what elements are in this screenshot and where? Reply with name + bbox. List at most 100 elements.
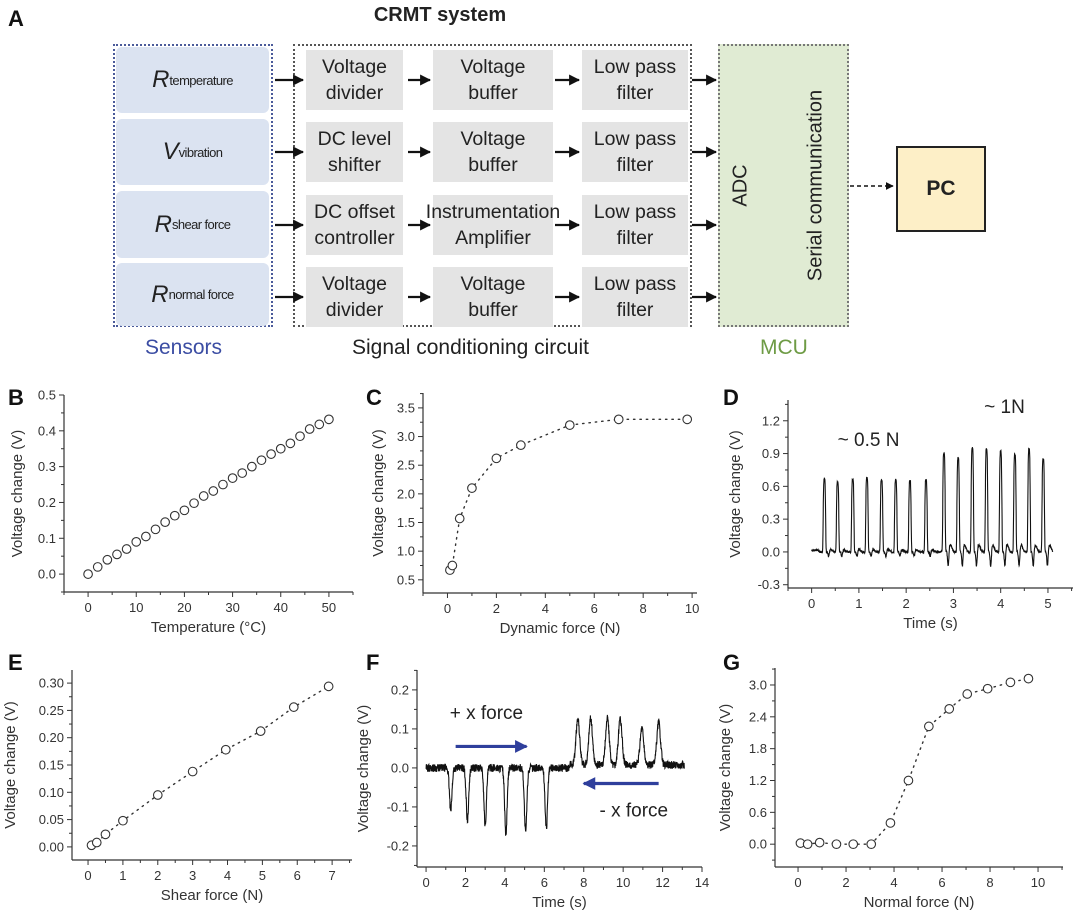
y-tick-label: 0.05 xyxy=(39,812,64,827)
fit-line xyxy=(90,685,330,846)
panel-letter-a: A xyxy=(8,6,24,31)
y-tick-label: 2.4 xyxy=(749,709,767,724)
x-tick-label: 0 xyxy=(84,868,91,883)
x-tick-label: 14 xyxy=(695,875,709,890)
data-point xyxy=(275,443,286,454)
data-point xyxy=(100,829,111,840)
data-point xyxy=(118,815,128,826)
y-tick-label: 1.2 xyxy=(762,413,780,428)
x-tick-label: 8 xyxy=(580,875,587,890)
y-axis-label: Voltage change (V) xyxy=(9,430,26,558)
y-tick-label: 0.0 xyxy=(762,544,780,559)
sensor-symbol: R xyxy=(152,66,170,93)
y-tick-label: 0.15 xyxy=(39,758,64,773)
circuit-block: Low pass filter xyxy=(582,195,688,255)
data-point xyxy=(121,544,132,554)
x-tick-label: 5 xyxy=(1044,596,1051,611)
y-axis-label: Voltage change (V) xyxy=(2,701,19,829)
x-axis-label: Temperature (°C) xyxy=(151,619,266,636)
circuit-block: Low pass filter xyxy=(582,267,688,327)
x-tick-label: 3 xyxy=(189,868,196,883)
data-point xyxy=(944,704,955,714)
panel-letter-c: C xyxy=(366,385,382,410)
data-point xyxy=(288,702,299,712)
x-tick-label: 2 xyxy=(462,875,469,890)
data-point xyxy=(91,837,102,848)
y-tick-label: 3.5 xyxy=(397,400,415,415)
data-point xyxy=(141,531,151,542)
y-tick-label: 0.6 xyxy=(749,805,767,820)
data-point xyxy=(467,483,477,493)
x-axis-label: Normal force (N) xyxy=(864,894,975,911)
y-tick-label: 0.10 xyxy=(39,785,64,800)
y-tick-label: 1.0 xyxy=(397,544,415,559)
x-tick-label: 6 xyxy=(541,875,548,890)
y-tick-label: 0.30 xyxy=(39,676,64,691)
data-point xyxy=(885,818,896,828)
y-tick-label: 0.0 xyxy=(38,567,56,582)
data-point xyxy=(516,440,526,450)
x-tick-label: 6 xyxy=(294,868,301,883)
fit-line xyxy=(449,418,688,571)
data-point xyxy=(237,468,248,478)
x-tick-label: 40 xyxy=(274,600,288,615)
y-tick-label: 0.1 xyxy=(38,531,56,546)
y-axis-label: Voltage change (V) xyxy=(370,429,387,557)
data-point xyxy=(848,839,859,850)
data-point xyxy=(208,486,219,496)
data-point xyxy=(256,455,267,466)
data-point xyxy=(187,766,198,777)
x-tick-label: 2 xyxy=(493,601,500,616)
charts: B0 10 20 30 40 500.00.10.20.30.40.5Temperatur… xyxy=(2,385,1073,911)
data-point xyxy=(447,560,458,571)
panel-letter-d: D xyxy=(723,385,739,410)
caption-sensors: Sensors xyxy=(145,336,223,359)
sensor-subscript: temperature xyxy=(169,72,233,88)
chart-g: G 0 2 4 6 8 10 0.0 0.6 1.2 1.8 2.4 3.0 Normal force (… xyxy=(717,650,1063,911)
data-point xyxy=(814,837,825,848)
y-tick-label: -0.3 xyxy=(758,577,780,592)
data-point xyxy=(324,414,334,425)
x-tick-label: 0 xyxy=(84,600,91,615)
data-point xyxy=(112,549,122,560)
data-point xyxy=(1023,673,1034,684)
x-tick-label: 10 xyxy=(616,875,630,890)
y-tick-label: 1.8 xyxy=(749,741,767,756)
y-tick-label: 0.5 xyxy=(38,388,56,403)
y-axis-label: Voltage change (V) xyxy=(727,430,744,558)
annotation: ~ 1N xyxy=(984,397,1025,418)
data-point xyxy=(831,839,842,850)
y-tick-label: 2.0 xyxy=(397,486,415,501)
sensor-subscript: vibration xyxy=(178,144,223,160)
x-tick-label: 0 xyxy=(444,601,451,616)
diagram-title: CRMT system xyxy=(373,4,507,26)
data-point xyxy=(982,683,993,694)
data-point xyxy=(160,517,170,528)
circuit-block: Voltage buffer xyxy=(433,122,553,182)
circuit-block: Voltage divider xyxy=(306,50,403,110)
data-point xyxy=(189,498,199,509)
x-tick-label: 10 xyxy=(685,601,699,616)
data-point xyxy=(179,505,190,516)
circuit-block: Low pass filter xyxy=(582,122,688,182)
data-point xyxy=(866,839,877,850)
caption-mcu: MCU xyxy=(760,336,808,359)
data-point xyxy=(323,681,334,692)
annotation: ~ 0.5 N xyxy=(838,430,900,451)
x-tick-label: 5 xyxy=(259,868,266,883)
fit-line xyxy=(799,677,1030,845)
data-point xyxy=(227,473,238,483)
y-tick-label: 0.00 xyxy=(39,839,64,854)
x-tick-label: 10 xyxy=(1031,875,1045,890)
y-tick-label: 0.20 xyxy=(39,730,64,745)
y-tick-label: 0.25 xyxy=(39,703,64,718)
data-point xyxy=(903,775,914,786)
y-tick-label: -0.1 xyxy=(387,799,409,814)
x-axis-label: Time (s) xyxy=(532,894,586,911)
x-tick-label: 7 xyxy=(329,868,336,883)
chart-c: C 0 2 4 6 8 10 0.5 1.0 1.5 2.0 2.5 3.0 3.5 Dynamic for… xyxy=(366,385,699,637)
x-axis-label: Shear force (N) xyxy=(161,887,264,904)
